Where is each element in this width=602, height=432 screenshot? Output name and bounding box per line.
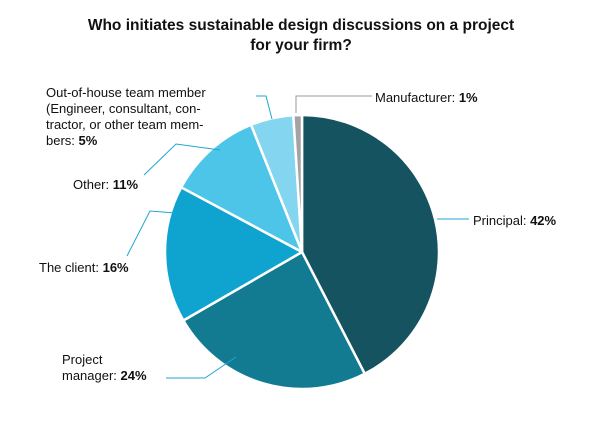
label-project-manager-line-1: Project [62, 352, 103, 367]
pie-slice-principal [300, 113, 441, 376]
leader-line-manufacturer [295, 95, 372, 113]
chart-title-line-1: Who initiates sustainable design discuss… [87, 17, 515, 34]
label-manufacturer-value: 1% [458, 90, 478, 105]
label-out-of-house: Out-of-house team member (Engineer, cons… [46, 85, 206, 149]
label-project-manager: Project manager: 24% [62, 352, 147, 384]
pie-slice-other [179, 123, 304, 254]
label-other-value: 11% [112, 177, 139, 192]
label-client-name: The client: [39, 260, 103, 275]
label-project-manager-value: 24% [120, 368, 147, 383]
pie-slice-manufacturer [292, 113, 304, 254]
leader-line-other [143, 143, 221, 176]
label-out-of-house-line-2: (Engineer, consultant, con- [46, 101, 201, 116]
label-out-of-house-line-4: bers: [46, 133, 79, 148]
label-principal: Principal: 42% [473, 213, 556, 229]
chart-title-line-2: for your firm? [250, 37, 352, 54]
label-manufacturer-name: Manufacturer: [375, 90, 459, 105]
leader-line-project-manager [166, 356, 237, 379]
label-principal-value: 42% [530, 213, 557, 228]
label-client: The client: 16% [39, 260, 129, 276]
label-other: Other: 11% [73, 177, 138, 193]
leader-line-out-of-house [256, 95, 273, 120]
chart-title: Who initiates sustainable design discuss… [0, 16, 602, 56]
label-out-of-house-value: 5% [78, 133, 98, 148]
label-client-value: 16% [102, 260, 129, 275]
label-out-of-house-line-1: Out-of-house team member [46, 85, 206, 100]
pie-slice-project-manager [182, 250, 367, 391]
label-other-name: Other: [73, 177, 113, 192]
label-project-manager-line-2: manager: [62, 368, 121, 383]
label-out-of-house-line-3: tractor, or other team mem- [46, 117, 204, 132]
label-principal-name: Principal: [473, 213, 531, 228]
label-manufacturer: Manufacturer: 1% [375, 90, 478, 106]
pie-slice-client [163, 186, 304, 322]
leader-line-client [126, 210, 176, 257]
